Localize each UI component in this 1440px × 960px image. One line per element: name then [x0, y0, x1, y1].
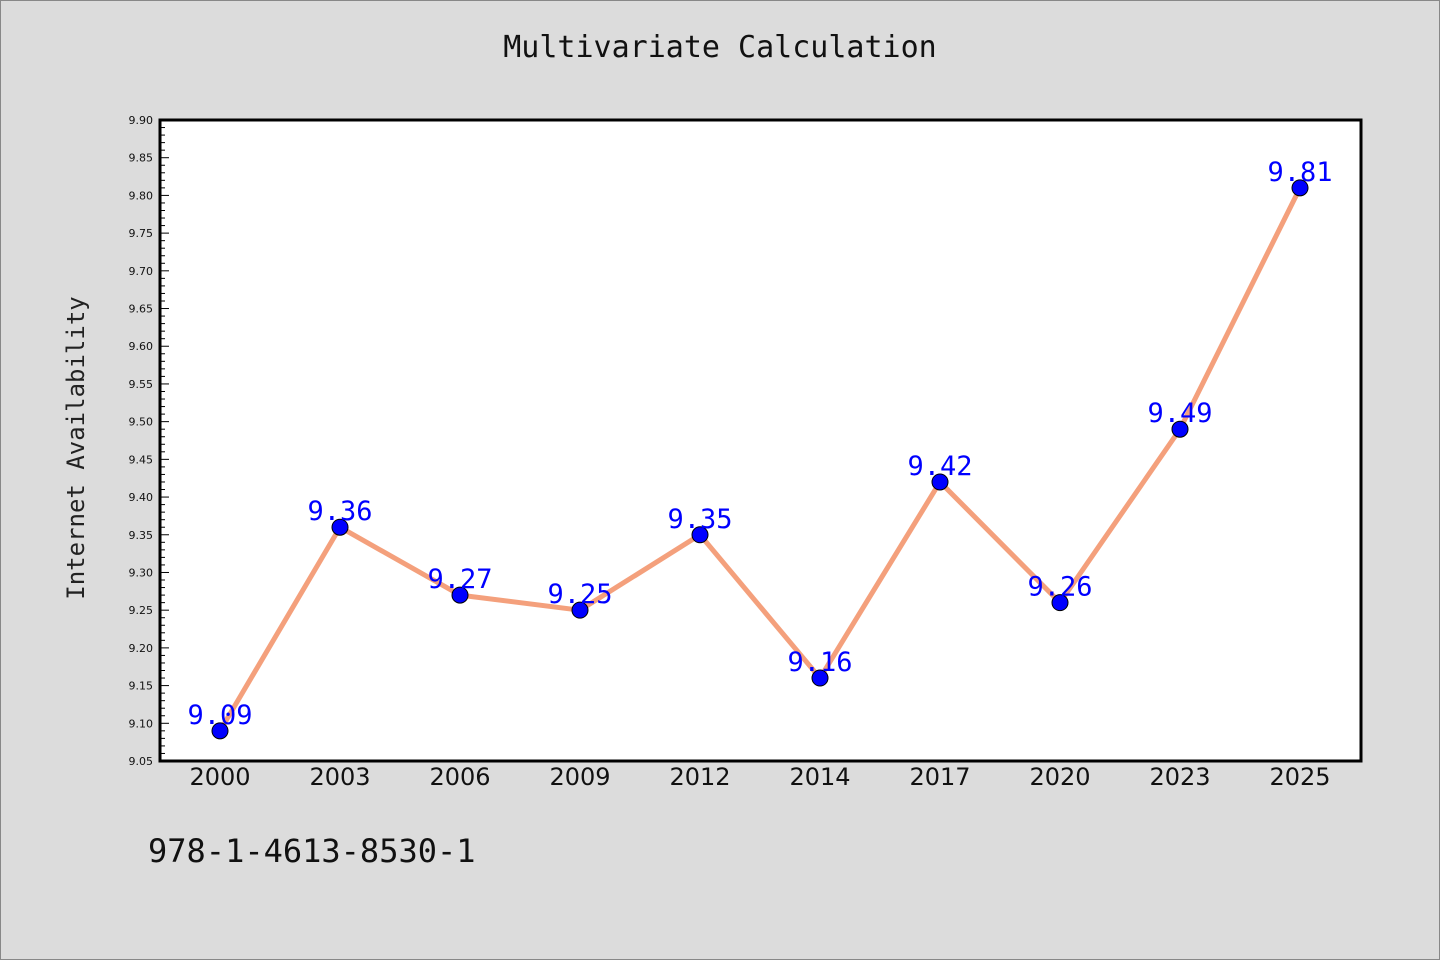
y-tick-label: 9.85: [129, 152, 154, 165]
x-tick-label: 2006: [429, 763, 490, 791]
data-label: 9.09: [187, 700, 252, 731]
x-tick-label: 2003: [309, 763, 370, 791]
y-tick-label: 9.55: [129, 378, 154, 391]
data-label: 9.35: [667, 504, 732, 535]
y-tick-label: 9.90: [129, 114, 154, 127]
y-tick-label: 9.75: [129, 227, 154, 240]
data-label: 9.42: [907, 451, 972, 482]
y-axis-label: Internet Availability: [62, 296, 90, 599]
x-tick-label: 2014: [789, 763, 850, 791]
y-tick-label: 9.05: [129, 755, 154, 768]
data-label: 9.16: [787, 647, 852, 678]
isbn-code: 978-1-4613-8530-1: [148, 832, 476, 870]
data-label: 9.26: [1027, 572, 1092, 603]
y-tick-label: 9.50: [129, 416, 154, 429]
y-tick-label: 9.45: [129, 453, 154, 466]
x-tick-label: 2000: [189, 763, 250, 791]
y-tick-label: 9.80: [129, 189, 154, 202]
data-point: [331, 518, 349, 536]
y-tick-label: 9.20: [129, 642, 154, 655]
data-label: 9.25: [547, 579, 612, 610]
y-tick-label: 9.40: [129, 491, 154, 504]
data-point: [691, 526, 709, 544]
x-axis-ticks: 2000 2003 2006 2009 2012 2014 2017 2020 2023 2025: [189, 763, 1330, 791]
y-tick-label: 9.10: [129, 717, 154, 730]
x-tick-label: 2020: [1029, 763, 1090, 791]
chart-title: Multivariate Calculation: [503, 30, 937, 65]
y-tick-label: 9.70: [129, 265, 154, 278]
y-tick-label: 9.15: [129, 680, 154, 693]
data-point: [1171, 420, 1189, 438]
x-tick-label: 2017: [909, 763, 970, 791]
data-point: [451, 586, 469, 604]
x-tick-label: 2009: [549, 763, 610, 791]
data-point: [211, 722, 229, 740]
data-point: [1291, 179, 1309, 197]
series-layer: 9.09 9.36 9.27 9.25 9.35 9.16 9.42 9.26 9.49 9.81: [187, 157, 1333, 740]
x-tick-label: 2012: [669, 763, 730, 791]
y-axis-ticks: 9.05 9.10 9.15 9.20 9.25 9.30 9.35 9.40 9.45 9.50…: [129, 114, 169, 768]
data-label: 9.36: [307, 496, 372, 527]
data-label: 9.81: [1267, 157, 1332, 188]
data-point: [811, 669, 829, 687]
y-tick-label: 9.25: [129, 604, 154, 617]
series-line: [217, 186, 1303, 733]
data-point: [931, 473, 949, 491]
y-tick-label: 9.65: [129, 303, 154, 316]
data-point: [1051, 594, 1069, 612]
plot-area: [158, 118, 1363, 763]
y-tick-label: 9.60: [129, 340, 154, 353]
data-label: 9.49: [1147, 398, 1212, 429]
x-tick-label: 2023: [1149, 763, 1210, 791]
data-label: 9.27: [427, 564, 492, 595]
y-tick-label: 9.30: [129, 566, 154, 579]
data-point: [571, 601, 589, 619]
y-tick-label: 9.35: [129, 529, 154, 542]
x-tick-label: 2025: [1269, 763, 1330, 791]
